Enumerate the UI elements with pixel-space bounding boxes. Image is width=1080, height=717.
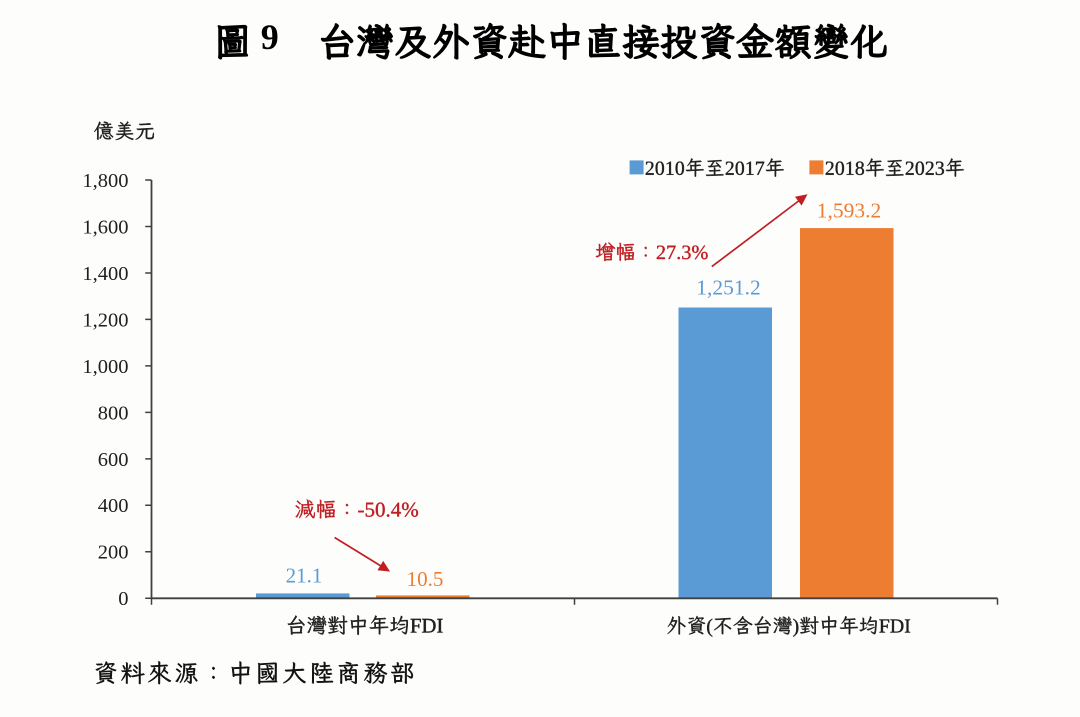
svg-text:1,000: 1,000	[82, 356, 128, 378]
svg-text:1,400: 1,400	[82, 263, 128, 285]
svg-text:1,800: 1,800	[82, 170, 128, 192]
svg-text:21.1: 21.1	[286, 564, 323, 588]
svg-text:1,200: 1,200	[82, 309, 128, 331]
svg-text:9: 9	[261, 17, 279, 57]
svg-text:200: 200	[98, 542, 129, 564]
svg-text:0: 0	[118, 588, 128, 610]
svg-text:10.5: 10.5	[407, 567, 444, 591]
svg-text:600: 600	[98, 449, 129, 471]
svg-text:1,251.2: 1,251.2	[696, 276, 761, 300]
svg-text:1,600: 1,600	[82, 216, 128, 238]
svg-text:400: 400	[98, 495, 129, 517]
svg-text:800: 800	[98, 402, 129, 424]
svg-text:1,593.2: 1,593.2	[817, 199, 882, 223]
